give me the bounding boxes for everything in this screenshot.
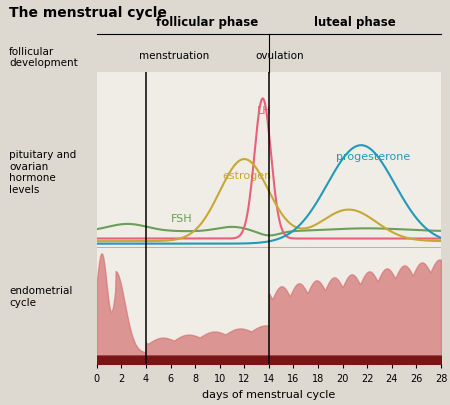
Text: ovulation: ovulation	[255, 51, 304, 61]
Text: The menstrual cycle: The menstrual cycle	[9, 6, 167, 20]
Text: progesterone: progesterone	[337, 152, 411, 162]
X-axis label: days of menstrual cycle: days of menstrual cycle	[202, 389, 336, 399]
Text: follicular phase: follicular phase	[156, 16, 259, 29]
Text: pituitary and
ovarian
hormone
levels: pituitary and ovarian hormone levels	[9, 150, 76, 194]
Text: luteal phase: luteal phase	[314, 16, 396, 29]
Text: FSH: FSH	[171, 213, 192, 224]
Text: menstruation: menstruation	[139, 51, 209, 61]
Text: estrogen: estrogen	[222, 171, 271, 181]
Text: follicular
development: follicular development	[9, 47, 78, 68]
Text: endometrial
cycle: endometrial cycle	[9, 286, 72, 307]
Text: LH: LH	[256, 106, 271, 116]
